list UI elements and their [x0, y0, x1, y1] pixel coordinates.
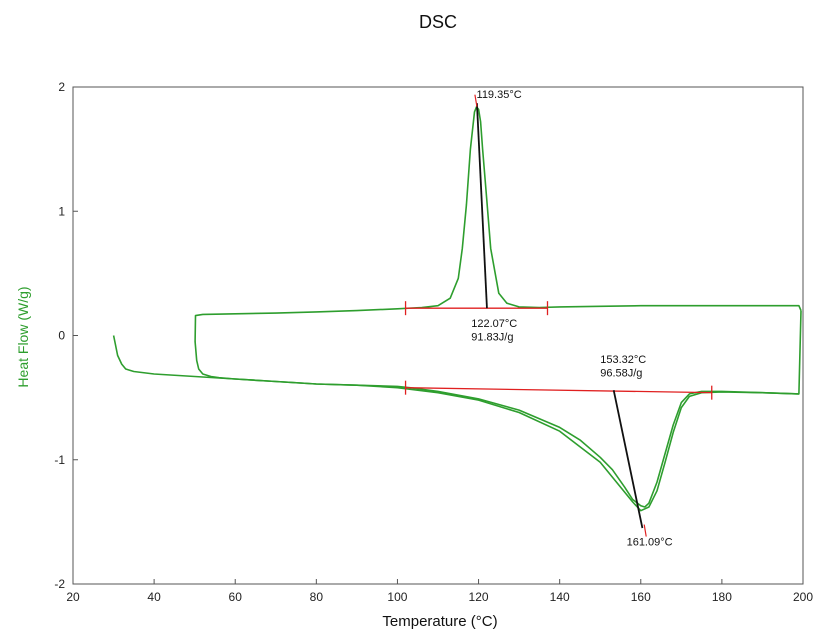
peak-annotation: 153.32°C: [600, 354, 646, 366]
peak-annotation: 122.07°C: [471, 318, 517, 330]
x-tick-label: 100: [387, 590, 407, 604]
peak-annotation: 91.83J/g: [471, 331, 513, 343]
x-tick-label: 20: [66, 590, 80, 604]
peak-tangent-line: [612, 389, 644, 529]
series-line: [112, 310, 802, 508]
y-tick-label: 0: [58, 329, 65, 343]
x-tick-label: 160: [631, 590, 651, 604]
peak-annotation: 161.09°C: [627, 536, 673, 548]
y-tick-label: 1: [58, 204, 65, 218]
y-axis-label: Heat Flow (W/g): [15, 286, 31, 387]
y-tick-label: 2: [58, 80, 65, 94]
plot-area: [72, 86, 804, 585]
x-tick-label: 200: [793, 590, 813, 604]
x-tick-label: 40: [147, 590, 161, 604]
x-tick-label: 180: [712, 590, 732, 604]
peak-marker: [643, 524, 647, 537]
peak-annotation: 96.58J/g: [600, 368, 642, 380]
x-axis-label: Temperature (°C): [382, 613, 497, 630]
integration-baseline: [405, 387, 712, 394]
data-series: [112, 106, 802, 512]
peak-annotation: 119.35°C: [477, 89, 522, 101]
peak-marker: [474, 94, 478, 107]
chart-title: DSC: [419, 12, 457, 32]
series-line: [194, 106, 802, 512]
x-tick-label: 120: [469, 590, 489, 604]
annotations: 119.35°C 122.07°C91.83J/g 153.32°C 96.58J/g…: [404, 89, 713, 548]
y-tick-label: -2: [54, 577, 65, 591]
peak-tangent-line: [476, 103, 488, 309]
x-tick-label: 80: [310, 590, 324, 604]
y-tick-label: -1: [54, 453, 65, 467]
axis-ticks: 20 40 60 80 100 120 140 160 180 200 -2 -1 0 1 2: [54, 80, 813, 604]
x-tick-label: 60: [229, 590, 243, 604]
x-tick-label: 140: [550, 590, 570, 604]
